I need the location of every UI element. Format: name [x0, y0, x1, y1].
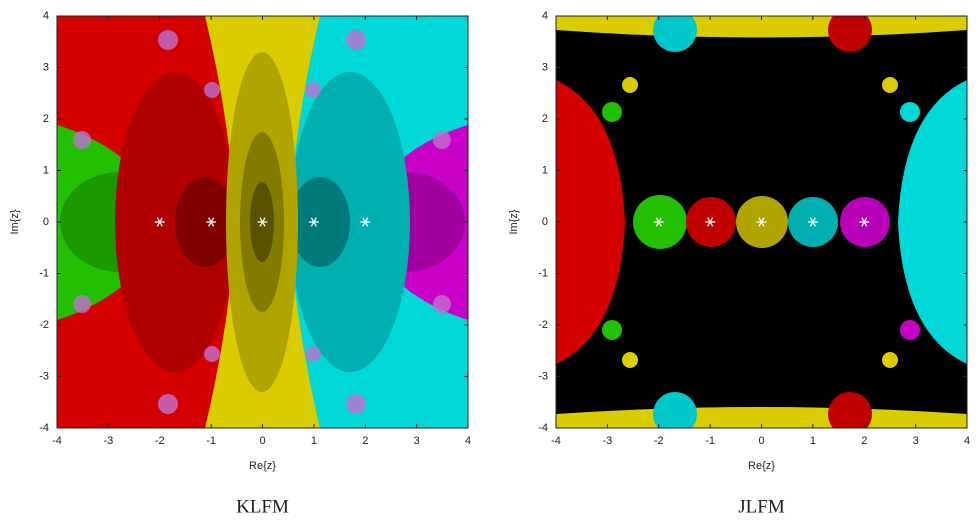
x-tick-label: 3: [913, 435, 919, 447]
y-tick-label: 1: [43, 164, 49, 176]
caption: KLFM: [236, 496, 289, 517]
y-tick-label: 1: [542, 164, 548, 176]
x-tick-label: -4: [52, 435, 62, 447]
root-marker: [756, 217, 767, 227]
x-tick-label: 3: [414, 435, 420, 447]
root-marker: [308, 217, 319, 227]
y-tick-label: -2: [39, 319, 49, 331]
x-tick-label: 2: [362, 435, 368, 447]
y-tick-label: 0: [43, 216, 49, 228]
x-tick-label: 0: [259, 435, 265, 447]
x-axis-label: Re{z}: [249, 460, 276, 472]
x-tick-label: -1: [705, 435, 715, 447]
x-tick-label: -3: [602, 435, 612, 447]
y-tick-label: 4: [542, 10, 548, 22]
x-tick-label: 0: [758, 435, 764, 447]
y-tick-label: 3: [542, 61, 548, 73]
y-tick-label: -3: [39, 370, 49, 382]
root-marker: [807, 217, 818, 227]
y-tick-label: -1: [39, 267, 49, 279]
x-tick-label: 2: [861, 435, 867, 447]
x-tick-label: -4: [551, 435, 561, 447]
y-tick-label: -4: [538, 422, 548, 434]
y-tick-label: 4: [43, 10, 49, 22]
y-tick-label: 2: [542, 113, 548, 125]
y-tick-label: 2: [43, 113, 49, 125]
root-marker: [859, 217, 870, 227]
root-marker: [360, 217, 371, 227]
x-axis-label: Re{z}: [748, 460, 775, 472]
x-tick-label: -1: [206, 435, 216, 447]
y-tick-label: -2: [538, 319, 548, 331]
y-tick-label: 3: [43, 61, 49, 73]
root-marker: [257, 217, 268, 227]
x-tick-label: -3: [103, 435, 113, 447]
y-axis-label: Im{z}: [9, 209, 21, 234]
y-tick-label: 0: [542, 216, 548, 228]
root-marker: [206, 217, 217, 227]
y-tick-label: -3: [538, 370, 548, 382]
root-marker: [705, 217, 716, 227]
x-tick-label: 4: [964, 435, 970, 447]
x-tick-label: 1: [810, 435, 816, 447]
x-tick-label: 4: [465, 435, 471, 447]
caption: JLFM: [738, 496, 785, 517]
root-marker: [653, 217, 664, 227]
root-marker: [154, 217, 165, 227]
y-axis-label: Im{z}: [508, 209, 520, 234]
x-tick-label: -2: [654, 435, 664, 447]
x-tick-label: -2: [155, 435, 165, 447]
y-tick-label: -1: [538, 267, 548, 279]
y-tick-label: -4: [39, 422, 49, 434]
x-tick-label: 1: [311, 435, 317, 447]
